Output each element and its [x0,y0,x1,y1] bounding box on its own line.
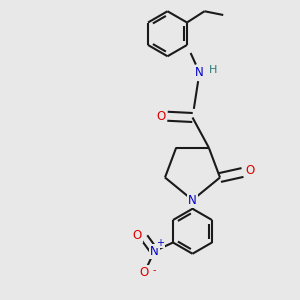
Text: -: - [152,265,156,275]
Text: N: N [195,66,204,79]
Text: O: O [245,164,255,176]
Text: N: N [150,245,159,258]
Text: O: O [140,266,149,279]
Text: +: + [157,238,164,248]
Text: O: O [157,110,166,123]
Text: H: H [209,65,218,75]
Text: N: N [188,194,197,206]
Text: O: O [132,229,141,242]
